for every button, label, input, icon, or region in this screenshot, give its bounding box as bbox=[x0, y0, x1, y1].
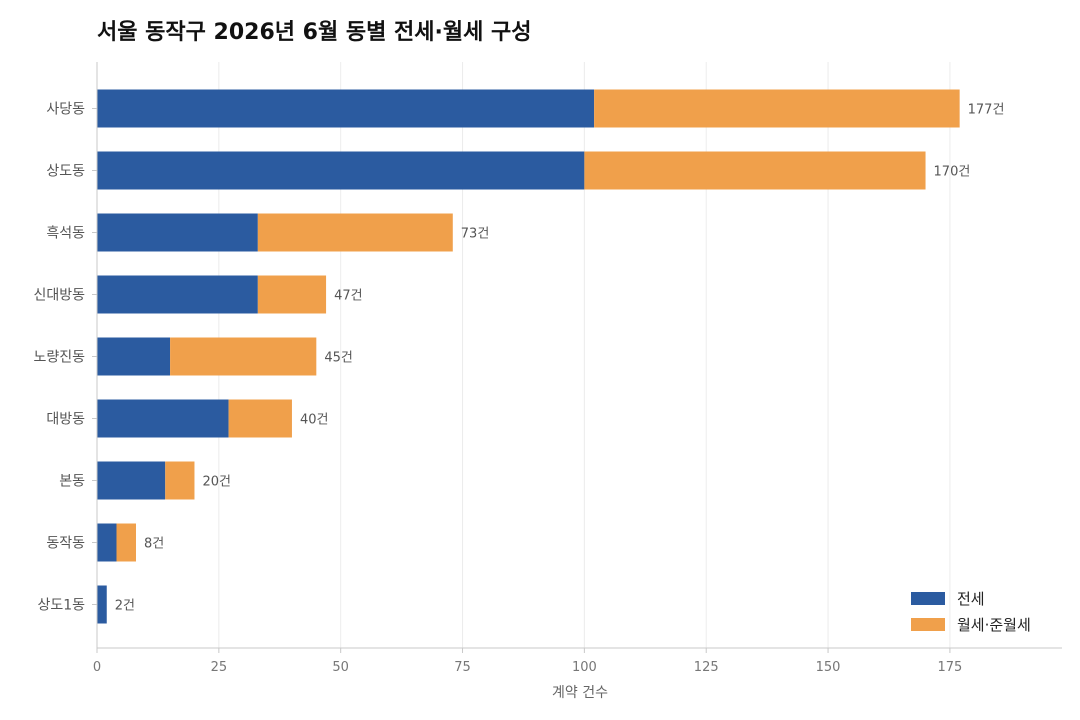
bar-segment bbox=[584, 151, 926, 190]
bar-segment bbox=[257, 275, 327, 314]
data-labels: 177건 170건 73건 47건 45건 40건 20건 8건 2건 bbox=[115, 103, 1005, 614]
legend-label: 월세·준월세 bbox=[957, 616, 1031, 634]
x-tick-label: 25 bbox=[211, 660, 228, 675]
total-label: 40건 bbox=[300, 413, 329, 428]
bar-segment bbox=[97, 461, 166, 500]
total-label: 47건 bbox=[334, 289, 363, 304]
bar-segment bbox=[257, 213, 453, 252]
category-label: 사당동 bbox=[46, 102, 85, 118]
total-label: 177건 bbox=[968, 103, 1005, 118]
bar-segment bbox=[228, 399, 292, 438]
chart-title: 서울 동작구 2026년 6월 동별 전세·월세 구성 bbox=[97, 20, 531, 45]
bar-segment bbox=[170, 337, 317, 376]
total-label: 2건 bbox=[115, 599, 135, 614]
category-label: 흑석동 bbox=[46, 225, 85, 242]
x-axis-title: 계약 건수 bbox=[552, 685, 608, 701]
total-label: 20건 bbox=[202, 475, 231, 490]
x-tick-label: 75 bbox=[454, 660, 471, 675]
bar-segment bbox=[97, 151, 585, 190]
category-label: 노량진동 bbox=[33, 350, 85, 366]
bar-segment bbox=[97, 89, 595, 128]
bar-segment bbox=[97, 585, 107, 624]
category-label: 신대방동 bbox=[33, 288, 85, 304]
bar-segment bbox=[97, 399, 229, 438]
legend-swatch bbox=[911, 618, 945, 631]
total-label: 170건 bbox=[934, 165, 971, 180]
bar-segment bbox=[594, 89, 960, 128]
bar-segment bbox=[97, 275, 258, 314]
x-tick-label: 125 bbox=[694, 660, 719, 675]
axes: 0 25 50 75 100 125 150 175 사당동상도동흑석동신대방동노량진동대방동본… bbox=[33, 62, 1062, 675]
category-label: 동작동 bbox=[46, 536, 85, 552]
total-label: 8건 bbox=[144, 537, 164, 552]
legend-swatch bbox=[911, 592, 945, 605]
category-label: 대방동 bbox=[46, 412, 85, 428]
x-tick-label: 175 bbox=[937, 660, 962, 675]
legend-label: 전세 bbox=[957, 590, 985, 608]
bar-segment bbox=[165, 461, 195, 500]
bars bbox=[97, 89, 960, 624]
bar-segment bbox=[97, 337, 171, 376]
category-label: 상도1동 bbox=[37, 598, 85, 614]
x-tick-label: 100 bbox=[572, 660, 597, 675]
x-tick-label: 50 bbox=[332, 660, 349, 675]
x-tick-label: 0 bbox=[93, 660, 101, 675]
total-label: 73건 bbox=[461, 227, 490, 242]
bar-segment bbox=[116, 523, 136, 562]
bar-segment bbox=[97, 523, 117, 562]
total-label: 45건 bbox=[324, 351, 353, 366]
x-tick-label: 150 bbox=[816, 660, 841, 675]
category-label: 상도동 bbox=[46, 164, 85, 180]
bar-segment bbox=[97, 213, 258, 252]
category-label: 본동 bbox=[59, 474, 85, 490]
